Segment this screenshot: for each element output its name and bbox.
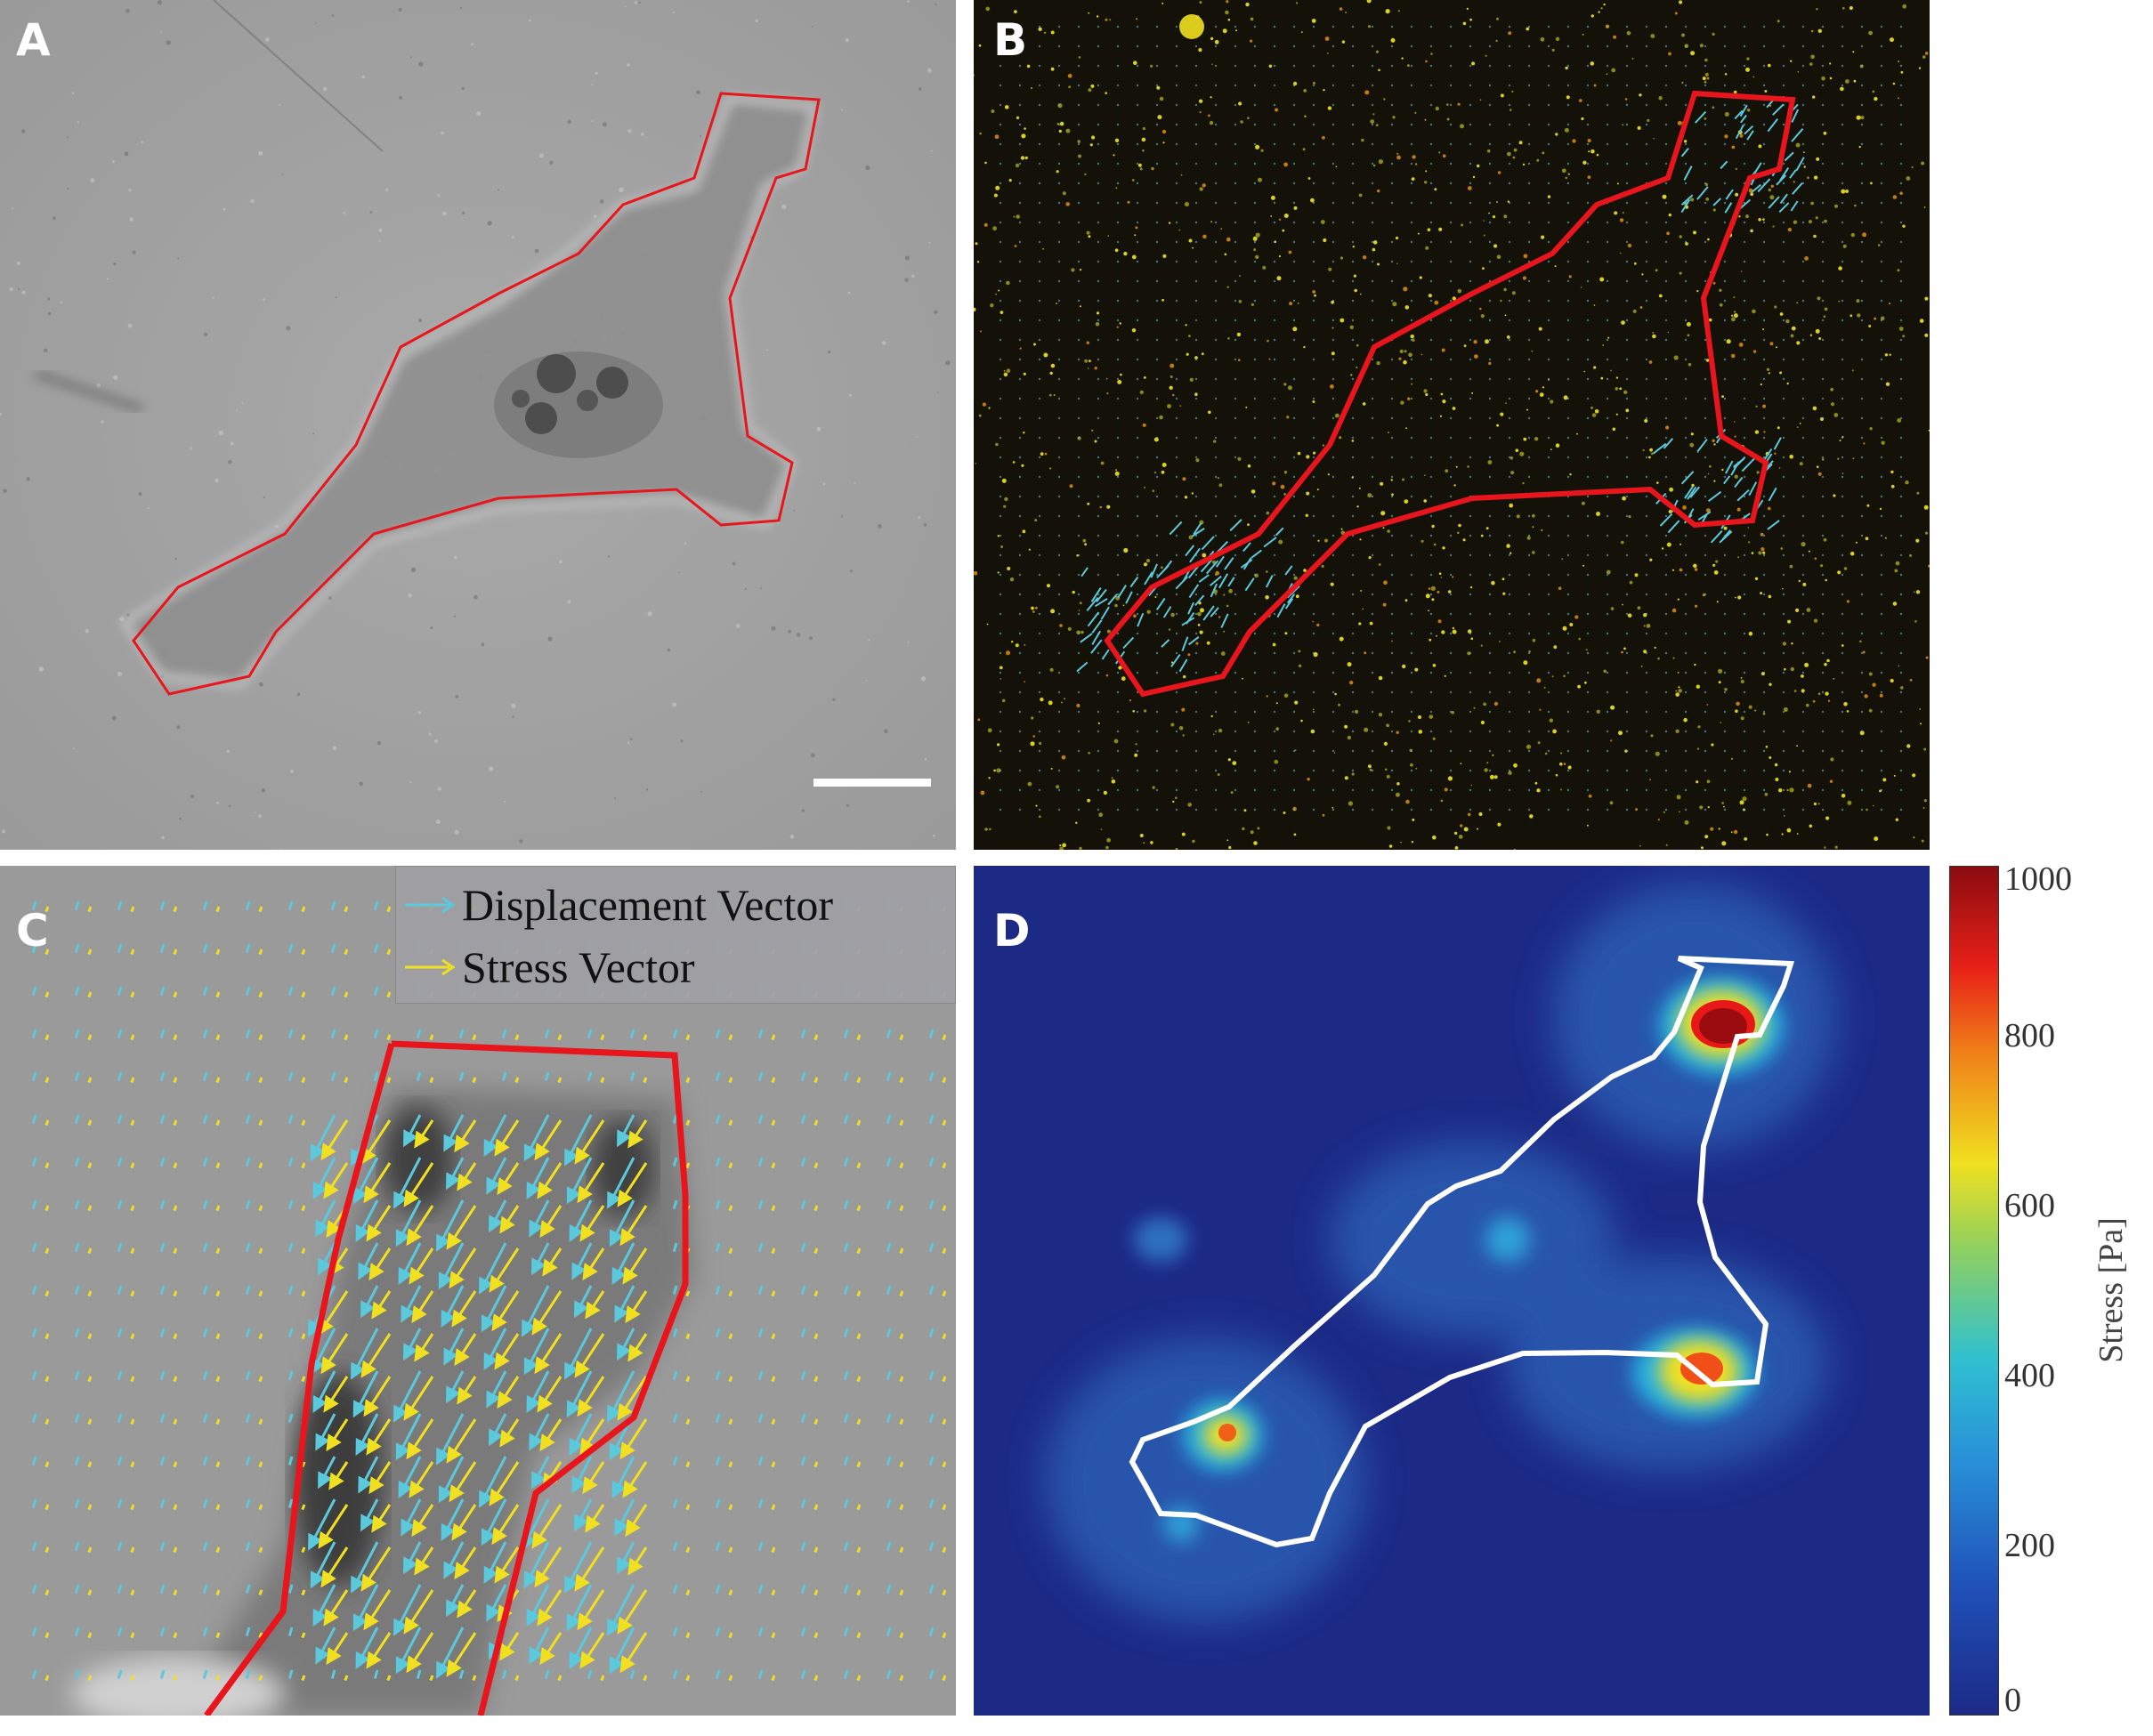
cell-outline-c-right	[391, 1040, 689, 1716]
legend-label-stress: Stress Vector	[462, 942, 695, 992]
legend-label-displacement: Displacement Vector	[462, 880, 833, 930]
panel-label-c: C	[16, 905, 49, 957]
phase-contrast-image	[0, 0, 956, 850]
colorbar-tick-label: 400	[2004, 1357, 2055, 1394]
stress-heatmap	[974, 866, 1930, 1716]
stress-arrow-icon	[405, 958, 456, 976]
vector-legend: Displacement Vector Stress Vector	[395, 866, 956, 1004]
panel-label-d: D	[993, 905, 1031, 957]
panel-label-a: A	[16, 14, 51, 66]
displacement-arrow-icon	[405, 896, 456, 914]
cell-outline-a	[132, 92, 821, 696]
colorbar	[1948, 865, 2000, 1716]
cell-outline-b	[1104, 90, 1796, 698]
colorbar-tick-label: 600	[2004, 1187, 2055, 1224]
scale-bar	[813, 779, 931, 787]
panel-c-vector-zoom: C	[0, 866, 956, 1716]
colorbar-tick-label: 800	[2004, 1017, 2055, 1054]
colorbar-gradient	[1948, 865, 2000, 1716]
colorbar-tick-label: 200	[2004, 1527, 2055, 1564]
panel-d-stress-map: D	[974, 866, 1930, 1716]
colorbar-tick-label: 0	[2004, 1682, 2021, 1719]
bead-displacement-image	[974, 0, 1930, 850]
colorbar-tick-label: 1000	[2004, 860, 2072, 898]
vector-zoom-image	[0, 866, 956, 1716]
panel-b-bead-field: B	[974, 0, 1930, 850]
cell-outline-d	[1129, 956, 1795, 1548]
cell-outline-c-left	[204, 1043, 395, 1716]
legend-item-displacement: Displacement Vector	[403, 874, 833, 936]
panel-a-phase-contrast: A	[0, 0, 956, 850]
colorbar-label: Stress [Pa]	[2092, 1217, 2130, 1363]
legend-item-stress: Stress Vector	[403, 936, 695, 998]
panel-label-b: B	[993, 14, 1028, 66]
